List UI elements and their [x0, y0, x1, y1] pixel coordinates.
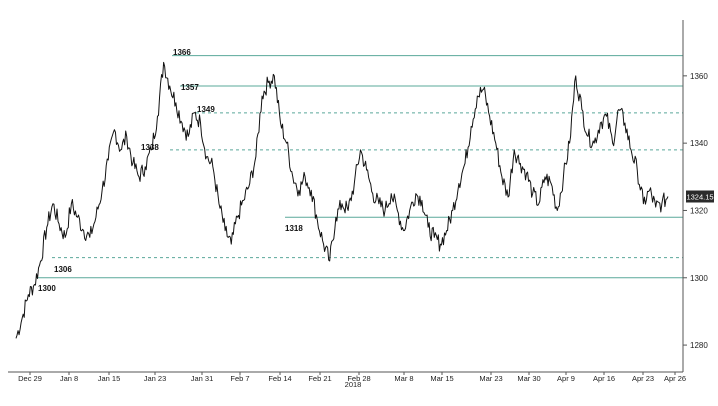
x-tick-label: Jan 15 — [98, 374, 121, 383]
y-tick-label: 1300 — [690, 274, 708, 283]
level-labels: 1366 1357 1349 1338 1318 1306 1300 — [38, 48, 303, 293]
x-tick-label: Dec 29 — [18, 374, 42, 383]
y-tick-label: 1360 — [690, 72, 708, 81]
x-axis: 2018 Dec 29 Jan 8 Jan 15 Jan 23 Jan 31 Feb 7 F… — [8, 371, 686, 389]
y-axis: 1280 1300 1320 1340 1360 — [682, 20, 708, 372]
x-tick-label: Feb 28 — [347, 374, 370, 383]
x-tick-label: Feb 21 — [308, 374, 331, 383]
y-tick-label: 1280 — [690, 341, 708, 350]
last-value-box — [686, 190, 714, 203]
series-line — [15, 61, 669, 339]
y-tick-label: 1340 — [690, 139, 708, 148]
x-tick-label: Apr 23 — [632, 374, 654, 383]
last-value-label: 1324.15 — [686, 193, 713, 202]
x-tick-label: Apr 16 — [593, 374, 615, 383]
level-label: 1349 — [197, 105, 215, 114]
x-tick-label: Apr 26 — [664, 374, 686, 383]
x-tick-label: Jan 31 — [191, 374, 214, 383]
x-tick-label: Jan 23 — [144, 374, 167, 383]
x-tick-label: Mar 23 — [479, 374, 502, 383]
last-value-marker: 1324.15 — [686, 190, 714, 203]
x-year-label: 2018 — [345, 380, 362, 389]
x-tick-label: Feb 14 — [268, 374, 291, 383]
x-tick-label: Feb 7 — [230, 374, 249, 383]
x-tick-label: Apr 9 — [557, 374, 575, 383]
x-tick-label: Mar 15 — [430, 374, 453, 383]
x-tick-label: Jan 8 — [60, 374, 78, 383]
x-tick-label: Mar 8 — [394, 374, 413, 383]
level-label: 1366 — [173, 48, 191, 57]
level-label: 1306 — [54, 265, 72, 274]
level-label: 1300 — [38, 284, 56, 293]
y-tick-label: 1320 — [690, 206, 708, 215]
levels-layer — [36, 55, 683, 279]
level-label: 1338 — [141, 143, 159, 152]
x-tick-label: Mar 30 — [517, 374, 540, 383]
level-label: 1357 — [181, 83, 199, 92]
level-label: 1318 — [285, 224, 303, 233]
